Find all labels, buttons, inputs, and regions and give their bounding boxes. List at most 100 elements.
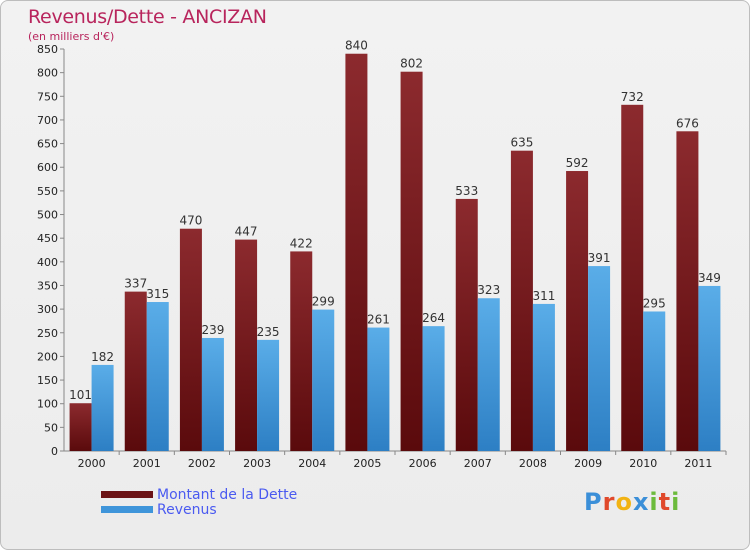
bar-revenue-2000 <box>91 364 114 451</box>
x-tick-label: 2000 <box>78 457 106 470</box>
bar-revenue-2010 <box>643 311 666 451</box>
legend-item-debt: Montant de la Dette <box>101 486 298 503</box>
data-label-debt-2010: 732 <box>621 90 644 104</box>
legend-label-debt: Montant de la Dette <box>157 486 298 503</box>
bar-revenue-2008 <box>532 303 555 451</box>
y-tick-label: 350 <box>37 279 58 292</box>
bar-debt-2007 <box>455 198 478 451</box>
data-label-revenue-2004: 299 <box>312 295 335 309</box>
y-tick-label: 450 <box>37 232 58 245</box>
bar-debt-2004 <box>290 251 313 451</box>
data-label-revenue-2003: 235 <box>257 325 280 339</box>
bar-debt-2009 <box>566 171 589 451</box>
legend-swatch-debt <box>101 491 153 498</box>
data-label-revenue-2001: 315 <box>146 287 169 301</box>
bar-debt-2006 <box>400 71 423 452</box>
bar-revenue-2003 <box>257 339 280 451</box>
data-label-debt-2004: 422 <box>290 236 313 250</box>
logo-letter: i <box>649 488 659 516</box>
bar-revenue-2004 <box>312 309 335 451</box>
logo-letter: i <box>671 488 681 516</box>
logo-letter: P <box>584 488 603 516</box>
data-label-revenue-2005: 261 <box>367 313 390 327</box>
bar-debt-2001 <box>124 291 147 451</box>
bar-debt-2000 <box>69 403 92 451</box>
x-tick-label: 2008 <box>519 457 547 470</box>
axes: 0 50 100 150 200 250 300 350 400 450 500 550 600 650 7… <box>37 43 727 470</box>
legend: Montant de la Dette Revenus <box>101 486 298 518</box>
logo-letter: o <box>615 488 633 516</box>
bars <box>69 53 721 452</box>
y-tick-label: 700 <box>37 114 58 127</box>
data-label-revenue-2011: 349 <box>698 271 721 285</box>
data-label-debt-2002: 470 <box>179 214 202 228</box>
y-tick-label: 100 <box>37 398 58 411</box>
data-label-debt-2007: 533 <box>455 184 478 198</box>
logo-letter: x <box>632 488 650 516</box>
y-tick-label: 850 <box>37 43 58 56</box>
legend-swatch-revenue <box>101 506 153 513</box>
x-tick-label: 2004 <box>298 457 326 470</box>
y-tick-label: 0 <box>51 445 58 458</box>
logo-letter: r <box>602 488 616 516</box>
x-tick-label: 2006 <box>409 457 437 470</box>
y-tick-label: 600 <box>37 161 58 174</box>
y-tick-label: 650 <box>37 138 58 151</box>
data-label-revenue-2008: 311 <box>532 289 555 303</box>
data-label-debt-2009: 592 <box>566 156 589 170</box>
data-label-revenue-2009: 391 <box>588 251 611 265</box>
x-tick-label: 2001 <box>133 457 161 470</box>
data-label-debt-2006: 802 <box>400 57 423 71</box>
x-tick-label: 2011 <box>684 457 712 470</box>
bar-revenue-2001 <box>146 302 169 451</box>
y-tick-label: 800 <box>37 67 58 80</box>
y-tick-label: 200 <box>37 350 58 363</box>
y-tick-label: 400 <box>37 256 58 269</box>
y-tick-label: 150 <box>37 374 58 387</box>
bar-revenue-2005 <box>367 327 390 451</box>
bar-revenue-2009 <box>588 266 611 451</box>
y-tick-label: 300 <box>37 303 58 316</box>
data-label-debt-2000: 101 <box>69 388 92 402</box>
bar-revenue-2006 <box>422 326 445 451</box>
bar-revenue-2007 <box>477 298 500 451</box>
logo-letter: t <box>658 488 672 516</box>
x-tick-label: 2007 <box>464 457 492 470</box>
bar-debt-2003 <box>235 239 258 451</box>
y-tick-label: 250 <box>37 327 58 340</box>
data-label-revenue-2006: 264 <box>422 311 445 325</box>
data-label-debt-2005: 840 <box>345 39 368 53</box>
data-label-debt-2008: 635 <box>510 136 533 150</box>
chart-title: Revenus/Dette - ANCIZAN <box>28 6 267 28</box>
data-label-debt-2001: 337 <box>124 277 147 291</box>
bar-revenue-2002 <box>201 337 224 451</box>
proxiti-logo: Proxiti <box>584 488 680 516</box>
bar-debt-2010 <box>621 104 644 451</box>
data-label-revenue-2002: 239 <box>201 323 224 337</box>
chart-subtitle: (en milliers d'€) <box>28 30 115 43</box>
data-label-revenue-2010: 295 <box>643 296 666 310</box>
legend-item-revenue: Revenus <box>101 501 297 518</box>
x-tick-label: 2010 <box>629 457 657 470</box>
data-label-revenue-2007: 323 <box>477 283 500 297</box>
data-label-debt-2003: 447 <box>235 225 258 239</box>
x-tick-label: 2002 <box>188 457 216 470</box>
x-tick-label: 2009 <box>574 457 602 470</box>
x-tick-label: 2005 <box>353 457 381 470</box>
data-label-debt-2011: 676 <box>676 116 699 130</box>
y-tick-label: 550 <box>37 185 58 198</box>
legend-label-revenue: Revenus <box>157 501 217 518</box>
bar-revenue-2011 <box>698 285 721 451</box>
bar-debt-2011 <box>676 131 699 452</box>
data-label-revenue-2000: 182 <box>91 350 114 364</box>
bar-debt-2002 <box>179 228 202 451</box>
y-tick-label: 750 <box>37 90 58 103</box>
bar-debt-2005 <box>345 53 368 452</box>
bar-debt-2008 <box>510 150 533 451</box>
y-tick-label: 500 <box>37 209 58 222</box>
y-tick-label: 50 <box>44 421 58 434</box>
x-tick-label: 2003 <box>243 457 271 470</box>
